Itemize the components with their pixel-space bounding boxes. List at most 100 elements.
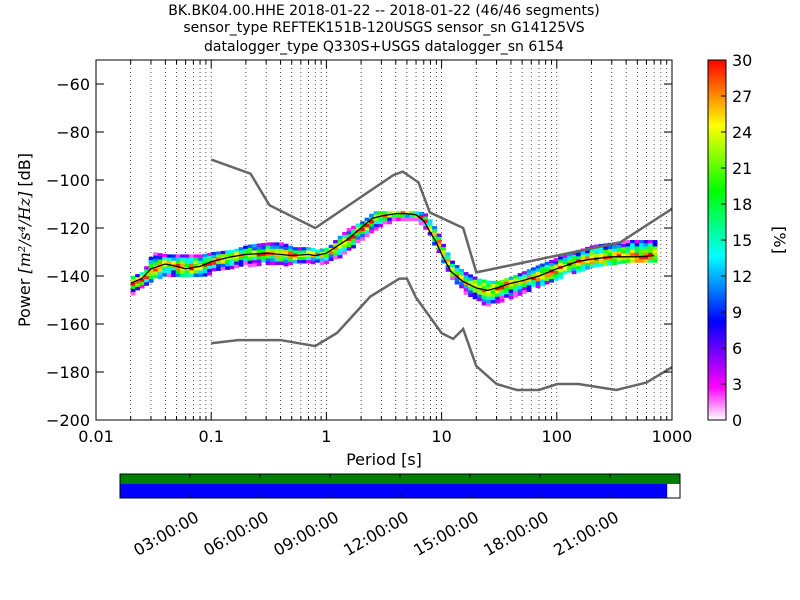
psd-cell [252,244,257,248]
nhnm-curve [210,158,673,274]
psd-cell [279,255,284,259]
psd-cell [261,246,266,250]
psd-cell [360,237,365,241]
psd-cell [513,275,518,279]
psd-histogram [130,211,658,307]
psd-cell [603,249,608,254]
psd-cell [580,264,586,268]
psd-cell [567,253,572,257]
psd-cell [261,242,266,247]
psd-cell [198,267,203,271]
psd-cell [396,211,401,215]
psd-cell [616,244,622,249]
psd-cell [247,250,253,255]
psd-cell [243,245,248,250]
psd-cell [418,212,424,216]
psd-cell [540,266,545,271]
psd-cell [450,276,455,281]
psd-cell [549,272,554,277]
psd-cell [499,282,505,287]
psd-cell [481,285,487,290]
psd-cell [589,261,595,265]
psd-cell [544,280,550,285]
psd-cell [162,253,167,258]
psd-cell [292,256,298,261]
psd-cell [580,251,586,256]
psd-cell [216,254,221,259]
psd-cell [567,269,572,273]
psd-cell [481,279,487,284]
psd-cell [634,256,640,260]
psd-cell [418,215,424,219]
psd-cell [436,249,442,254]
psd-cell [414,217,419,222]
psd-cell [508,283,514,287]
psd-cell [283,246,289,251]
psd-cell [441,247,446,251]
psd-cell [558,275,563,280]
psd-cell [189,260,194,265]
psd-cell [400,217,406,222]
psd-cell [508,286,514,290]
psd-cell [180,267,185,271]
psd-cell [130,292,136,296]
psd-cell [243,258,248,262]
psd-cell [508,295,514,300]
psd-cell [202,273,208,277]
psd-cell [144,279,149,283]
psd-cell [459,268,464,273]
psd-cell [207,256,212,260]
psd-cell [324,260,329,264]
psd-cell [364,227,370,231]
psd-cell [504,287,509,292]
psd-cell [360,221,365,225]
psd-cell [652,243,658,247]
psd-cell [261,252,266,257]
psd-cell [252,247,257,251]
psd-cell [157,259,163,264]
plot-frame [95,59,673,421]
chart-title-line-3: datalogger_type Q330S+USGS datalogger_sn… [204,39,564,55]
psd-cell [355,223,361,227]
psd-cell [414,211,419,215]
psd-cell [441,259,446,264]
psd-cell [148,279,154,283]
psd-cell [256,246,262,251]
psd-cell [585,250,590,254]
psd-cell [391,217,397,222]
timeline-tick-label: 06:00:00 [200,507,272,559]
psd-cell [184,264,190,268]
psd-cell [535,271,541,276]
psd-cell [180,270,185,274]
psd-cell [175,260,181,265]
psd-cell [256,262,262,267]
psd-cell [454,268,460,272]
psd-cell [220,266,226,271]
psd-cell [310,257,316,262]
psd-cell [166,257,172,262]
x-axis-ticks: 0.01 0.1 1 10 100 1000 [78,60,692,446]
psd-cell [472,276,478,281]
psd-cell [139,278,145,283]
psd-cell [342,247,347,252]
mode-curve [130,212,655,292]
psd-cell [468,274,473,278]
psd-cell [513,278,518,282]
psd-cell [135,274,140,278]
colorbar: 0 3 6 9 12 15 18 21 24 27 30 [%] [707,51,789,430]
psd-cell [594,263,599,268]
psd-cell [265,261,271,266]
psd-cell [630,256,635,260]
psd-cell [288,252,293,256]
psd-cell [630,252,635,257]
psd-cell [522,274,527,278]
psd-cell [571,267,577,272]
colorbar-tick-label: 0 [732,411,742,430]
psd-cell [382,217,388,222]
psd-cell [648,259,653,263]
y-axis-label: Power [m²/s⁴/Hz] [dB] [15,153,34,327]
psd-cell [130,288,136,293]
psd-cell [531,280,536,284]
